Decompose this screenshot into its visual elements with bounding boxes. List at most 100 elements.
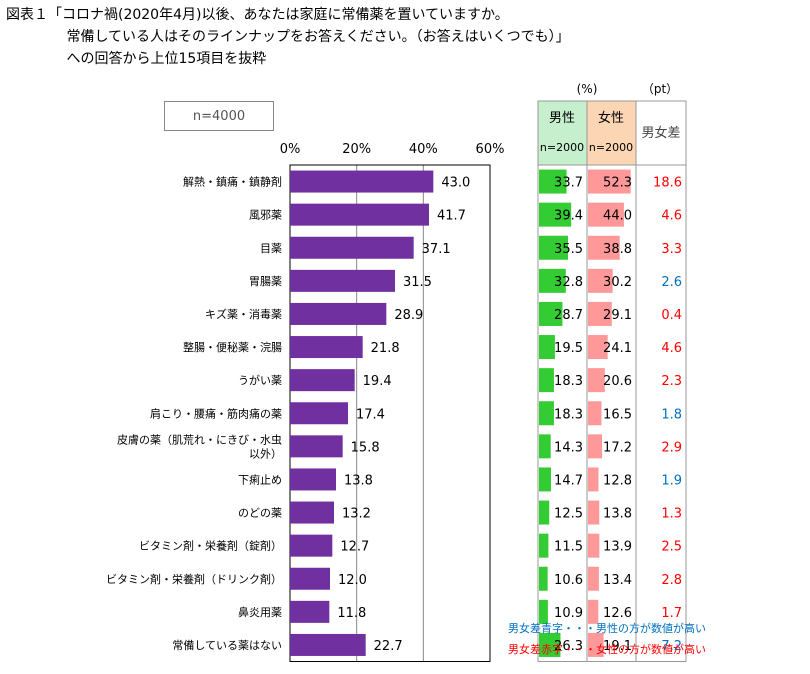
female-bar <box>588 632 604 657</box>
category-label: 肩こり・腰痛・筋肉痛の薬 <box>150 406 282 420</box>
male-value-label: 10.9 <box>554 606 583 621</box>
category-label: うがい薬 <box>238 373 282 387</box>
category-label: ビタミン剤・栄養剤（錠剤） <box>139 539 282 553</box>
male-bar <box>539 434 551 459</box>
female-bar <box>588 533 600 558</box>
bar <box>290 369 355 392</box>
female-bar <box>588 434 603 459</box>
bar <box>290 468 336 491</box>
male-header: 男性 <box>549 111 575 126</box>
male-bar <box>539 235 568 260</box>
male-value-label: 28.7 <box>554 308 583 323</box>
male-bar <box>539 301 563 326</box>
male-bar <box>539 632 561 657</box>
diff-value-label: 4.6 <box>661 209 682 224</box>
category-label: 下痢止め <box>238 472 282 486</box>
diff-header: 男女差 <box>641 125 680 141</box>
male-value-label: 18.3 <box>554 374 583 389</box>
x-tick-label: 20% <box>342 142 371 157</box>
male-value-label: 39.4 <box>554 209 583 224</box>
bar <box>290 633 366 656</box>
bar-value-label: 17.4 <box>356 407 385 422</box>
diff-value-label: 1.9 <box>661 473 682 488</box>
male-value-label: 32.8 <box>554 275 583 290</box>
diff-value-label: 0.4 <box>661 308 682 323</box>
diff-value-label: 2.8 <box>661 573 682 588</box>
x-tick-label: 0% <box>280 142 301 157</box>
x-tick-label: 40% <box>409 142 438 157</box>
bar-value-label: 28.9 <box>394 308 423 323</box>
title-line: 常備している人はそのラインナップをお答えください。（お答えはいくつでも）」 <box>6 29 570 45</box>
bar <box>290 236 414 259</box>
diff-value-label: 18.6 <box>653 176 682 191</box>
diff-value-label: 1.7 <box>661 606 682 621</box>
category-label: 常備している薬はない <box>172 639 282 652</box>
female-bar <box>588 566 599 591</box>
category-label: 整腸・便秘薬・浣腸 <box>183 340 282 354</box>
male-bar <box>539 202 572 227</box>
category-label: 皮膚の薬（肌荒れ・にきび・水虫 <box>117 432 282 446</box>
female-bar <box>588 467 599 492</box>
male-value-label: 19.5 <box>554 341 583 356</box>
male-bar <box>539 335 555 360</box>
female-value-label: 17.2 <box>603 440 632 455</box>
female-value-label: 12.6 <box>603 606 632 621</box>
category-label: ビタミン剤・栄養剤（ドリンク剤） <box>106 572 282 586</box>
male-bar <box>539 599 548 624</box>
female-bar <box>588 268 613 293</box>
bar <box>290 170 434 193</box>
bar-value-label: 13.8 <box>344 473 373 488</box>
bar-value-label: 31.5 <box>403 275 432 290</box>
female-value-label: 16.5 <box>603 407 632 422</box>
category-label: のどの薬 <box>238 507 282 520</box>
male-value-label: 14.3 <box>554 440 583 455</box>
bar-value-label: 22.7 <box>374 639 403 654</box>
female-value-label: 30.2 <box>603 275 632 290</box>
female-bar <box>588 401 602 426</box>
male-bar <box>539 566 548 591</box>
female-value-label: 13.4 <box>603 573 632 588</box>
legend-note: 男女差青字・・・男性の方が数値が高い <box>508 621 706 635</box>
male-bar <box>539 368 554 393</box>
title-line: への回答から上位15項目を抜粋 <box>6 51 267 67</box>
category-label: 胃腸薬 <box>249 275 282 288</box>
male-value-label: 33.7 <box>554 176 583 191</box>
category-label: 目薬 <box>260 242 282 255</box>
female-bar <box>588 169 631 194</box>
category-label: 解熱・鎮痛・鎮静剤 <box>183 175 282 189</box>
bar-value-label: 43.0 <box>441 176 470 191</box>
female-bar <box>588 368 605 393</box>
male-bar <box>539 268 566 293</box>
female-bar <box>588 235 620 260</box>
legend-note: 男女差赤字・・・女性の方が数値が高い <box>508 642 706 656</box>
female-header-cell <box>587 101 636 165</box>
category-label: 風邪薬 <box>249 209 282 222</box>
male-bar <box>539 401 554 426</box>
chart-title: 図表１「コロナ禍(2020年4月)以後、あなたは家庭に常備薬を置いていますか。 … <box>6 4 570 70</box>
bar-value-label: 13.2 <box>342 507 371 522</box>
diff-value-label: 1.8 <box>661 407 682 422</box>
bar-value-label: 37.1 <box>422 242 451 257</box>
diff-value-label: 1.3 <box>661 507 682 522</box>
sample-size-label: n=4000 <box>192 108 246 124</box>
female-bar <box>588 301 612 326</box>
female-value-label: 12.8 <box>603 473 632 488</box>
bar-value-label: 11.8 <box>337 606 366 621</box>
bar <box>290 336 363 359</box>
bar <box>290 534 333 557</box>
bar-value-label: 15.8 <box>351 440 380 455</box>
male-value-label: 12.5 <box>554 507 583 522</box>
title-line: 図表１「コロナ禍(2020年4月)以後、あなたは家庭に常備薬を置いていますか。 <box>6 7 509 23</box>
bar <box>290 402 348 425</box>
diff-value-label: 2.3 <box>661 374 682 389</box>
female-value-label: 44.0 <box>603 209 632 224</box>
male-header-cell <box>538 101 587 165</box>
bar-value-label: 12.7 <box>340 540 369 555</box>
female-header: 女性 <box>598 110 624 126</box>
bar <box>290 600 330 623</box>
percent-unit-label: (%) <box>577 82 598 96</box>
diff-value-label: 4.6 <box>661 341 682 356</box>
bar-value-label: 41.7 <box>437 209 466 224</box>
bar <box>290 302 387 325</box>
